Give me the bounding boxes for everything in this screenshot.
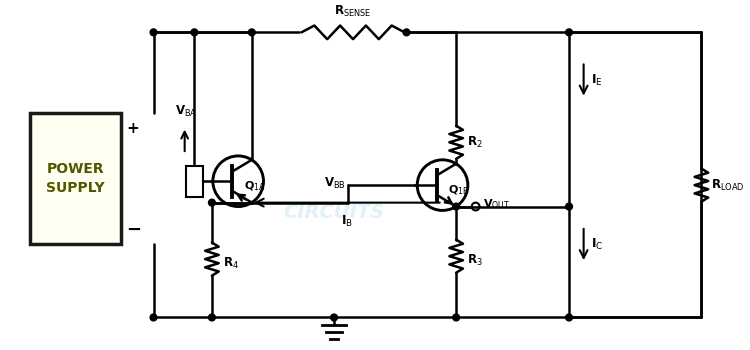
Text: R$_4$: R$_4$ bbox=[223, 256, 238, 271]
Circle shape bbox=[209, 199, 215, 206]
Text: +: + bbox=[126, 121, 139, 136]
Circle shape bbox=[403, 29, 410, 36]
Text: R$_2$: R$_2$ bbox=[466, 135, 482, 150]
Circle shape bbox=[150, 29, 157, 36]
Text: CIRCUITS: CIRCUITS bbox=[283, 203, 384, 222]
Text: I$_{\mathsf{E}}$: I$_{\mathsf{E}}$ bbox=[592, 72, 603, 88]
Text: SUPPLY: SUPPLY bbox=[46, 181, 105, 195]
Circle shape bbox=[566, 314, 572, 321]
Circle shape bbox=[453, 314, 460, 321]
Text: POWER: POWER bbox=[46, 162, 104, 176]
Text: V$_{\mathsf{BB}}$: V$_{\mathsf{BB}}$ bbox=[324, 176, 346, 191]
Circle shape bbox=[566, 29, 572, 36]
FancyBboxPatch shape bbox=[30, 113, 122, 244]
Circle shape bbox=[453, 203, 460, 210]
Circle shape bbox=[209, 314, 215, 321]
Text: R$_3$: R$_3$ bbox=[466, 252, 482, 268]
Text: I$_{\mathsf{C}}$: I$_{\mathsf{C}}$ bbox=[592, 237, 604, 252]
Text: I$_{\mathsf{B}}$: I$_{\mathsf{B}}$ bbox=[340, 214, 352, 229]
Circle shape bbox=[191, 29, 198, 36]
Circle shape bbox=[331, 314, 338, 321]
Text: −: − bbox=[126, 221, 142, 239]
Text: R$_{\mathsf{SENSE}}$: R$_{\mathsf{SENSE}}$ bbox=[334, 4, 372, 19]
Circle shape bbox=[566, 203, 572, 210]
Circle shape bbox=[248, 29, 255, 36]
Text: V$_{\mathsf{OUT}}$: V$_{\mathsf{OUT}}$ bbox=[484, 198, 511, 211]
Text: Q$_{\mathsf{1A}}$: Q$_{\mathsf{1A}}$ bbox=[244, 179, 266, 193]
Text: Q$_{\mathsf{1B}}$: Q$_{\mathsf{1B}}$ bbox=[448, 183, 470, 197]
Text: V$_{\mathsf{BA}}$: V$_{\mathsf{BA}}$ bbox=[176, 104, 198, 119]
Circle shape bbox=[150, 314, 157, 321]
FancyBboxPatch shape bbox=[186, 166, 203, 197]
Text: R$_{\mathsf{LOAD}}$: R$_{\mathsf{LOAD}}$ bbox=[711, 177, 745, 193]
